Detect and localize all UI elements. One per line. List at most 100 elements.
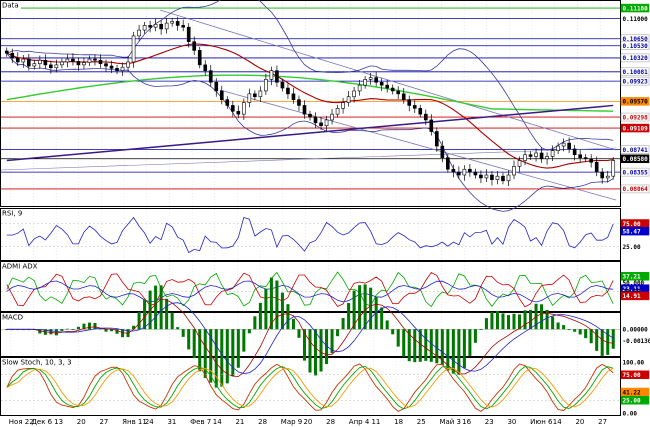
macd-histogram-bar [413, 329, 417, 363]
candle-body [76, 61, 81, 66]
candle-body [236, 110, 241, 115]
main-panel-title: Data [2, 2, 19, 10]
macd-histogram-bar [187, 329, 191, 350]
candle-body [137, 29, 141, 37]
candle-body [335, 108, 340, 115]
rsi-title-bg [1, 209, 25, 217]
macd-histogram-bar [132, 325, 136, 330]
macd-histogram-bar [446, 329, 450, 371]
level-label: 75.00 [623, 221, 641, 228]
level-label: 0.09923 [623, 78, 649, 85]
macd-histogram-bar [363, 284, 367, 330]
candle-body [534, 152, 538, 157]
candle-body [120, 66, 125, 71]
level-label-bg [620, 167, 650, 177]
macd-histogram-bar [109, 329, 114, 332]
candle-body [148, 25, 152, 28]
candle-body [208, 70, 213, 83]
stoch-d-line [6, 365, 614, 410]
candle-body [142, 25, 147, 31]
candle-body [374, 77, 378, 83]
candle-body [462, 168, 467, 176]
macd-histogram-bar [347, 302, 351, 330]
candle-body [308, 113, 312, 118]
macd-histogram-bar [203, 329, 207, 378]
adx-minus-di-line [6, 271, 614, 308]
main-title-bg [1, 1, 21, 9]
level-label: 100.00 [623, 359, 645, 366]
candle-body [352, 90, 356, 98]
candle-body [473, 171, 478, 176]
level-label: 0.10650 [623, 36, 649, 43]
macd-histogram-bar [330, 329, 334, 354]
level-label: 0.10081 [623, 69, 649, 76]
level-label-bg [620, 97, 650, 106]
candle-body [390, 87, 395, 92]
candle-body [275, 70, 279, 83]
macd-histogram-bar [484, 318, 488, 330]
candle-body [242, 102, 246, 115]
channel-lower-line [219, 89, 617, 201]
candle-body [21, 58, 26, 63]
candle-body [197, 50, 202, 66]
candle-body [319, 122, 323, 127]
macd-histogram-bar [275, 280, 279, 330]
candle-body [457, 171, 461, 176]
adx-line [6, 280, 614, 303]
candle-body [170, 21, 174, 24]
candle-body [26, 58, 31, 67]
level-label: 58.47 [623, 228, 641, 235]
candle-body [71, 58, 75, 62]
candle-body [594, 161, 599, 173]
candle-body [468, 168, 472, 173]
bollinger-lower-line [6, 53, 614, 212]
candle-body [357, 84, 362, 92]
candle-body [451, 168, 456, 173]
macd-histogram-bar [286, 304, 290, 330]
macd-histogram-bar [556, 322, 560, 330]
level-label: 23.11 [623, 286, 641, 293]
level-label-bg [620, 76, 650, 86]
date-tick-label: 20 [303, 418, 312, 426]
macd-histogram-bar [578, 329, 582, 335]
candle-body [385, 84, 390, 89]
candle-body [589, 158, 594, 163]
candle-body [15, 57, 20, 63]
level-label: 0.00000 [623, 327, 649, 334]
candle-body [368, 77, 373, 80]
macd-histogram-bar [209, 329, 213, 383]
adx-plus-di-line [6, 271, 614, 308]
level-label: 37.21 [623, 274, 641, 281]
macd-histogram-bar [93, 323, 97, 330]
date-tick-label: 25 [417, 418, 426, 426]
candle-body [65, 58, 70, 63]
level-label-bg [620, 67, 650, 77]
candle-body [98, 59, 103, 65]
candle-body [175, 21, 180, 26]
candle-body [429, 119, 434, 132]
trend-line [0, 147, 617, 171]
macd-histogram-bar [512, 313, 516, 330]
macd-histogram-bar [104, 329, 108, 332]
date-tick-label: 11 [371, 418, 380, 426]
macd-histogram-bar [517, 314, 522, 330]
macd-histogram-bar [501, 313, 505, 330]
level-label-bg [620, 226, 650, 236]
macd-panel-title: MACD [2, 314, 23, 322]
macd-histogram-bar [584, 329, 588, 339]
ma-red-line [6, 43, 614, 169]
macd-histogram-bar [336, 329, 340, 337]
date-tick-label: 30 [507, 418, 516, 426]
candle-body [479, 174, 483, 179]
macd-histogram-bar [606, 329, 610, 355]
candle-body [203, 64, 208, 71]
macd-histogram-bar [225, 329, 229, 384]
date-tick-label: 20 [575, 418, 584, 426]
macd-histogram-bar [595, 329, 599, 351]
macd-histogram-bar [76, 326, 80, 330]
candle-body [313, 116, 318, 124]
candle-body [214, 81, 219, 92]
candle-body [219, 90, 224, 100]
macd-histogram-bar [325, 329, 329, 365]
